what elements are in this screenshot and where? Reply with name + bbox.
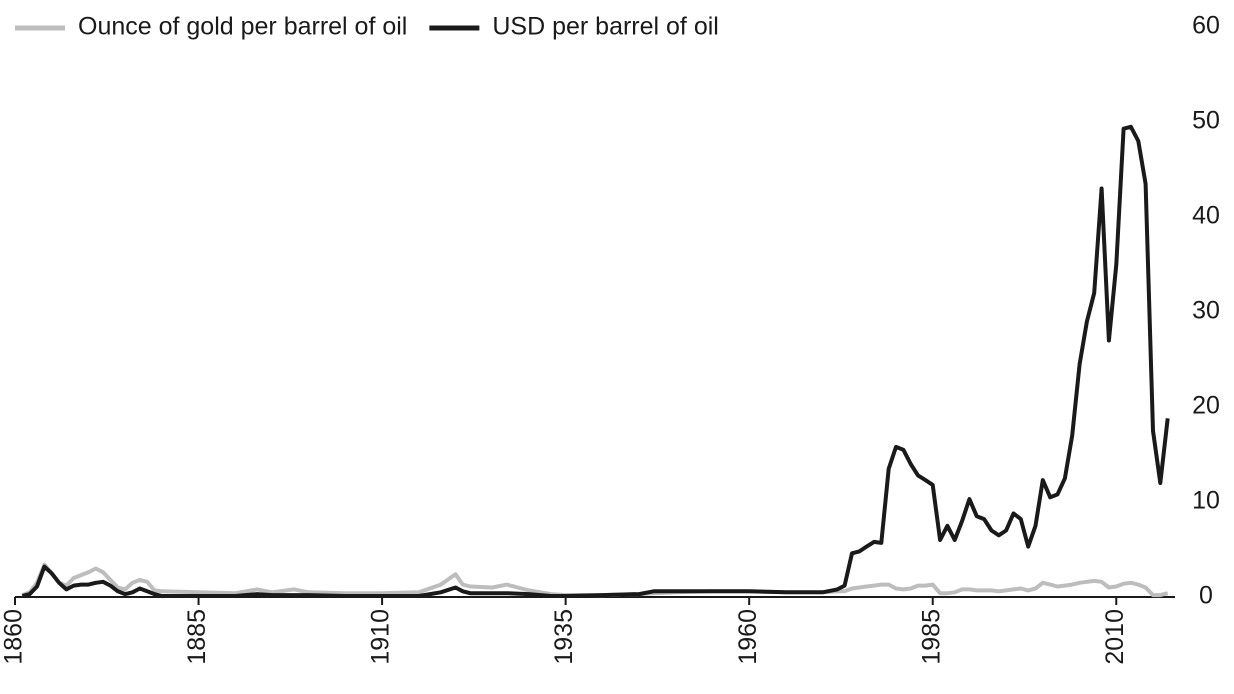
y-tick-label: 50: [1192, 107, 1220, 135]
y-tick-label: 30: [1192, 297, 1220, 325]
y-tick-label: 60: [1192, 12, 1220, 40]
x-tick-label: 1935: [550, 609, 578, 665]
legend-label: Ounce of gold per barrel of oil: [78, 13, 407, 41]
data-line: [21, 124, 1170, 598]
y-tick-label: 20: [1192, 392, 1220, 420]
x-tick-label: 2010: [1101, 609, 1129, 665]
x-tick-label: 1910: [367, 609, 395, 665]
legend-label: USD per barrel of oil: [492, 13, 718, 41]
x-tick-label: 1885: [183, 609, 211, 665]
data-line: [21, 562, 1169, 598]
x-tick-label: 1860: [0, 609, 28, 665]
x-tick-label: 1960: [734, 609, 762, 665]
x-tick-label: 1985: [917, 609, 945, 665]
y-tick-label: 10: [1192, 487, 1220, 515]
y-tick-label: 40: [1192, 202, 1220, 230]
y-tick-label: 0: [1199, 582, 1213, 610]
